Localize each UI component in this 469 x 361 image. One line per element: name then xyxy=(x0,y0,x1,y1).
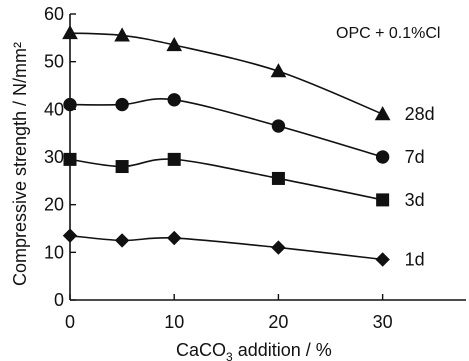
triangle-marker xyxy=(62,25,78,40)
square-marker xyxy=(376,193,390,207)
x-axis-title-subscript: 3 xyxy=(226,350,233,361)
series-label: 7d xyxy=(405,147,425,167)
circle-marker xyxy=(271,119,286,133)
y-tick-label: 60 xyxy=(44,4,64,24)
diamond-marker xyxy=(167,230,182,246)
diamond-marker xyxy=(271,240,286,255)
series-line xyxy=(69,32,383,115)
series-layer: 28d 7d 3d 1d xyxy=(62,25,435,269)
y-tick-label: 30 xyxy=(44,147,64,167)
series-label: 3d xyxy=(405,190,425,210)
y-tick-label: 0 xyxy=(54,290,64,310)
series-7d: 7d xyxy=(63,93,425,167)
circle-marker xyxy=(63,97,77,112)
square-marker xyxy=(115,160,129,174)
series-label: 1d xyxy=(405,249,425,269)
square-marker xyxy=(63,152,77,166)
axes: 0 10 20 30 40 50 60 0 10 20 30 xyxy=(44,4,466,332)
x-tick-label: 0 xyxy=(65,312,75,332)
triangle-marker xyxy=(374,106,391,121)
series-line xyxy=(69,158,383,201)
annotation: OPC + 0.1%Cl xyxy=(336,25,440,42)
circle-marker xyxy=(115,97,129,112)
y-axis-title: Compressive strength / N/mm² xyxy=(10,42,30,286)
x-tick-label: 30 xyxy=(373,312,393,332)
circle-marker xyxy=(167,93,181,107)
x-tick-label: 20 xyxy=(268,312,288,332)
triangle-marker xyxy=(270,63,287,78)
x-axis-title-rest: addition / % xyxy=(233,340,332,360)
series-28d: 28d xyxy=(62,25,435,124)
series-1d: 1d xyxy=(62,228,425,269)
square-marker xyxy=(167,152,181,166)
series-label: 28d xyxy=(405,104,435,124)
x-axis-title: CaCO3 addition / % xyxy=(176,340,332,361)
y-tick-label: 20 xyxy=(44,195,64,215)
triangle-marker xyxy=(114,27,130,42)
square-marker xyxy=(271,171,285,185)
diamond-marker xyxy=(114,233,130,248)
series-line xyxy=(69,234,383,261)
triangle-marker xyxy=(166,36,183,52)
series-line xyxy=(69,98,383,158)
labels: OPC + 0.1%Cl CaCO3 addition / % Compress… xyxy=(10,25,440,361)
y-tick-label: 40 xyxy=(44,99,64,119)
circle-marker xyxy=(375,150,390,164)
diamond-marker xyxy=(375,252,390,267)
diamond-marker xyxy=(62,228,78,243)
y-tick-label: 10 xyxy=(44,242,64,262)
series-3d: 3d xyxy=(63,152,425,210)
y-tick-label: 50 xyxy=(44,52,64,72)
x-tick-label: 10 xyxy=(164,312,184,332)
